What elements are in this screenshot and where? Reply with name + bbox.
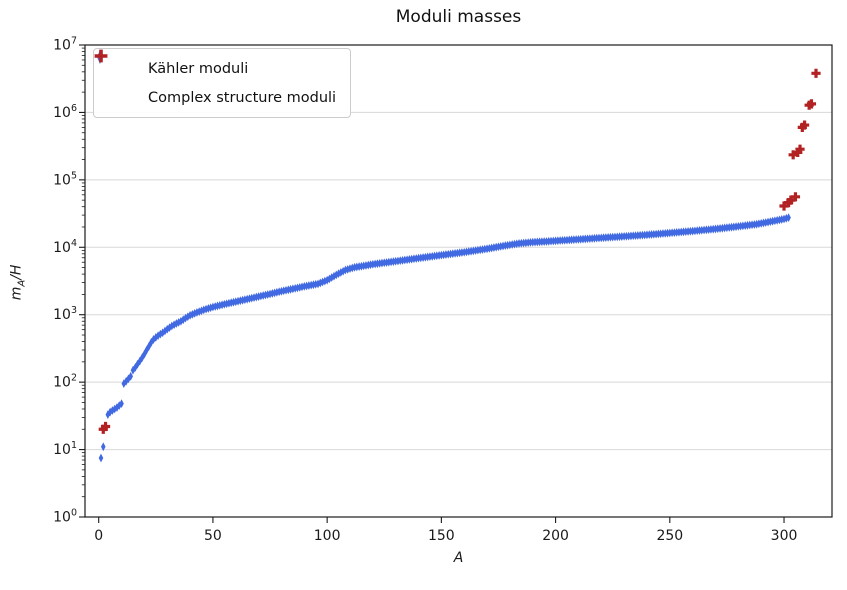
svg-text:50: 50	[204, 528, 222, 544]
legend-label: Complex structure moduli	[148, 89, 337, 106]
svg-text:106: 106	[53, 103, 77, 121]
svg-text:150: 150	[428, 528, 455, 544]
svg-text:105: 105	[53, 170, 77, 188]
svg-text:300: 300	[771, 528, 798, 544]
legend-item-kahler: Kähler moduli	[97, 50, 336, 83]
svg-text:0: 0	[94, 528, 103, 544]
svg-text:103: 103	[53, 305, 77, 323]
chart-title: Moduli masses	[395, 7, 522, 27]
legend: Kähler moduli Complex structure moduli	[93, 48, 352, 118]
svg-text:101: 101	[53, 440, 77, 458]
y-label-var: m	[8, 286, 25, 301]
legend-label: Kähler moduli	[148, 60, 249, 77]
svg-text:100: 100	[314, 528, 341, 544]
legend-item-complex: Complex structure moduli	[94, 49, 337, 112]
y-label-sep: /	[8, 275, 25, 280]
y-axis-label: mA/H	[9, 222, 28, 342]
x-axis-label: A	[453, 550, 464, 566]
svg-text:107: 107	[53, 36, 77, 54]
svg-text:100: 100	[53, 508, 77, 526]
series-thin-diamond	[98, 213, 791, 463]
svg-text:250: 250	[656, 528, 683, 544]
svg-text:104: 104	[53, 238, 77, 256]
svg-text:200: 200	[542, 528, 569, 544]
y-label-tail: H	[8, 264, 25, 276]
y-label-sub: A	[16, 279, 28, 287]
svg-text:102: 102	[53, 373, 77, 391]
